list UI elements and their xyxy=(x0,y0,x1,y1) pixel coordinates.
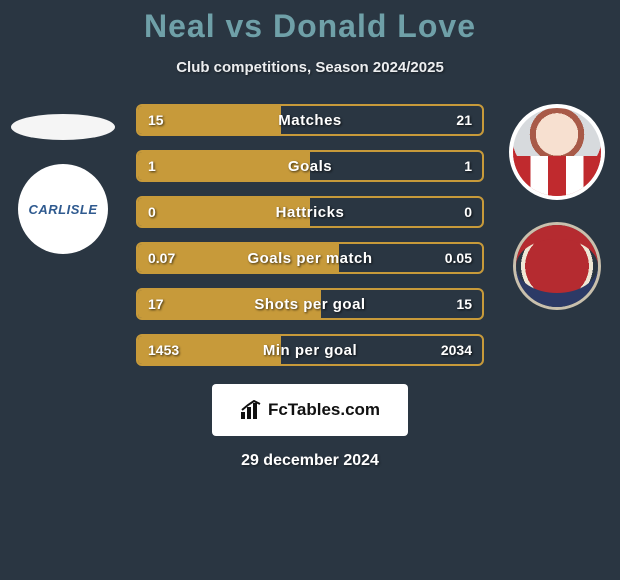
stat-value-right: 0.05 xyxy=(445,244,472,272)
stat-label: Shots per goal xyxy=(138,290,482,318)
stat-value-right: 15 xyxy=(456,290,472,318)
content: CARLISLE 15Matches211Goals10Hattricks00.… xyxy=(0,104,620,366)
stats-table: 15Matches211Goals10Hattricks00.07Goals p… xyxy=(136,104,484,366)
stat-row: 17Shots per goal15 xyxy=(136,288,484,320)
chart-icon xyxy=(240,400,264,420)
footer-date: 29 december 2024 xyxy=(0,452,620,470)
stat-value-right: 21 xyxy=(456,106,472,134)
stat-row: 0Hattricks0 xyxy=(136,196,484,228)
club-badge-left-text: CARLISLE xyxy=(29,202,98,217)
stat-value-right: 0 xyxy=(464,198,472,226)
stat-row: 1Goals1 xyxy=(136,150,484,182)
page-subtitle: Club competitions, Season 2024/2025 xyxy=(0,59,620,76)
player-left-column: CARLISLE xyxy=(8,104,118,254)
stat-label: Hattricks xyxy=(138,198,482,226)
stat-label: Goals per match xyxy=(138,244,482,272)
stat-label: Min per goal xyxy=(138,336,482,364)
player-left-avatar xyxy=(11,114,115,140)
branding-text: FcTables.com xyxy=(268,400,380,420)
player-right-column xyxy=(502,104,612,310)
stat-row: 15Matches21 xyxy=(136,104,484,136)
club-badge-left: CARLISLE xyxy=(18,164,108,254)
stat-row: 0.07Goals per match0.05 xyxy=(136,242,484,274)
page-title: Neal vs Donald Love xyxy=(0,8,620,45)
stat-value-right: 2034 xyxy=(441,336,472,364)
stat-value-right: 1 xyxy=(464,152,472,180)
branding-badge[interactable]: FcTables.com xyxy=(212,384,408,436)
stat-label: Matches xyxy=(138,106,482,134)
club-badge-right xyxy=(513,222,601,310)
stat-label: Goals xyxy=(138,152,482,180)
stat-row: 1453Min per goal2034 xyxy=(136,334,484,366)
header: Neal vs Donald Love Club competitions, S… xyxy=(0,0,620,76)
player-right-avatar xyxy=(509,104,605,200)
